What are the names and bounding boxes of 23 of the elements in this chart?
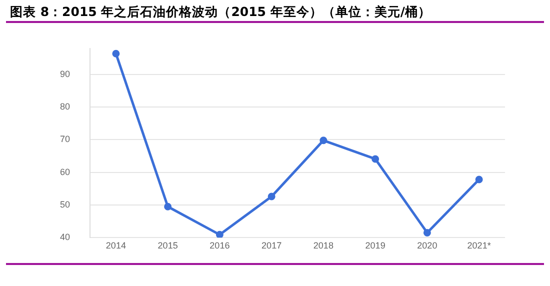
point bbox=[423, 228, 431, 236]
point bbox=[372, 155, 380, 163]
y-tick-label: 80 bbox=[60, 102, 70, 112]
point bbox=[164, 202, 172, 210]
x-tick-label: 2019 bbox=[365, 240, 386, 250]
point bbox=[268, 192, 276, 200]
chart-title: 图表 8：2015 年之后石油价格波动（2015 年至今）（单位：美元/桶） bbox=[9, 3, 432, 21]
point bbox=[216, 230, 224, 238]
x-tick-label: 2017 bbox=[262, 240, 282, 250]
y-tick-label: 40 bbox=[60, 232, 70, 242]
x-tick-label: 2014 bbox=[106, 240, 126, 250]
x-tick-label: 2015 bbox=[158, 240, 178, 250]
x-tick-label: 2016 bbox=[210, 240, 230, 250]
y-tick-label: 50 bbox=[60, 199, 70, 210]
x-tick-label: 2021* bbox=[467, 240, 492, 250]
x-tick-label: 2020 bbox=[417, 240, 438, 250]
y-tick-label: 90 bbox=[60, 68, 70, 79]
point bbox=[112, 50, 120, 58]
x-tick-label: 2018 bbox=[313, 240, 334, 250]
y-tick-label: 60 bbox=[60, 166, 70, 177]
point bbox=[475, 176, 483, 184]
y-tick-label: 70 bbox=[60, 134, 70, 144]
point bbox=[320, 136, 328, 144]
